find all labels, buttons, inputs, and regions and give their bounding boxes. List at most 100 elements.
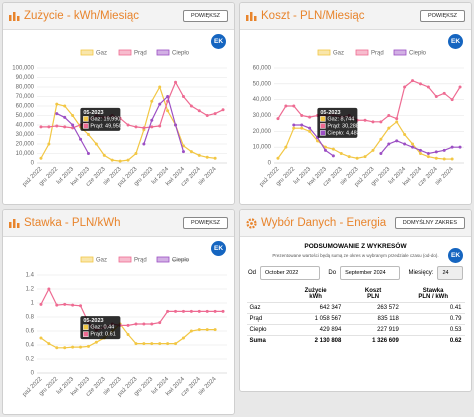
data-point [292,123,296,127]
ek-badge[interactable]: EK [448,34,463,49]
legend-swatch [80,49,94,56]
data-point [213,328,217,332]
ek-badge[interactable]: EK [211,34,226,49]
to-select[interactable]: September 2024 [340,266,401,280]
y-tick-label: 60,000 [253,66,272,72]
range-form: Od October 2022 Do September 2024 Miesię… [248,266,463,280]
panel-title: Zużycie - kWh/Miesiąc [24,10,140,22]
from-label: Od [248,270,257,276]
data-point [126,123,130,127]
default-range-button[interactable]: DOMYŚLNY ZAKRES [394,217,465,229]
header-text: Stawka [422,288,444,294]
panel-title: Stawka - PLN/kWh [24,217,121,229]
data-point [205,114,209,117]
zoom-button[interactable]: POWIĘKSZ [419,10,465,22]
data-point [166,342,170,346]
y-tick-label: 1 [31,301,35,307]
y-tick-label: 100,000 [12,66,34,72]
data-point [197,109,201,113]
data-point [363,155,367,159]
data-point [71,303,75,307]
ek-badge[interactable]: EK [211,241,226,256]
y-tick-label: 0.2 [26,357,35,363]
summary-table: Zużycie kWh Koszt PLN Stawka PLN / kWh Gaz 642 … [246,286,465,347]
legend-label: Ciepło [172,50,190,56]
data-point [300,126,304,130]
tooltip-line: Prąd: 49,950 [90,123,122,129]
data-point [71,123,75,127]
legend-label: Ciepło [172,257,190,263]
data-point [189,329,193,333]
data-point [158,85,162,89]
data-point [150,125,154,129]
table-cell: 1 058 567 [286,313,345,325]
header-cell [246,286,287,303]
legend-label: Prąd [134,257,147,263]
data-point [418,82,422,86]
y-tick-label: 90,000 [16,75,35,81]
data-point [47,287,51,291]
panel-header: Koszt - PLN/Miesiąc POWIĘKSZ [240,3,471,30]
data-point [126,333,130,336]
tooltip-line: Ciepło: 4,483 [327,130,359,136]
panel-header: Zużycie - kWh/Miesiąc POWIĘKSZ [3,3,234,30]
data-point [174,309,178,313]
data-point [355,156,359,160]
y-tick-label: 1.2 [26,287,35,293]
tooltip-line: Gaz: 19,990 [90,116,120,122]
panel-header: Stawka - PLN/kWh POWIĘKSZ [3,210,234,237]
data-point [434,150,438,154]
ek-badge[interactable]: EK [448,248,463,263]
data-point [284,145,288,149]
data-point [55,346,59,350]
chart-icon [246,12,257,21]
data-point [395,117,399,121]
data-point [221,108,225,112]
data-point [403,85,407,89]
y-tick-label: 40,000 [16,123,35,129]
from-select[interactable]: October 2022 [260,266,321,280]
data-point [411,145,415,149]
legend-swatch [80,256,94,263]
zoom-button[interactable]: POWIĘKSZ [182,217,228,229]
chart-icon [9,219,20,228]
data-point [158,124,162,128]
data-point [47,125,51,129]
series-line [277,120,453,160]
legend-label: Gaz [96,257,107,263]
y-tick-label: 0 [31,371,35,377]
data-point [308,115,312,119]
data-point [79,137,83,141]
data-point [71,345,75,349]
data-point [458,85,462,89]
data-point [347,155,351,159]
data-point [102,153,106,157]
data-point [284,104,288,108]
table-row: Ciepło 429 894 227 919 0.53 [246,324,465,336]
tooltip-title: 05-2023 [83,110,103,116]
legend-swatch [156,256,170,263]
x-tick-label: sie 2024 [434,166,455,187]
data-point [142,142,146,146]
legend-swatch [393,49,407,56]
data-point [426,152,430,155]
y-tick-label: 50,000 [253,81,272,87]
data-point [142,126,146,130]
data-point [426,85,430,89]
data-point [150,118,154,122]
zoom-button[interactable]: POWIĘKSZ [182,10,228,22]
total-cell: 1 326 609 [372,338,399,344]
usage-panel: Zużycie - kWh/Miesiąc POWIĘKSZ EK 0 10,00… [2,2,235,205]
data-point [47,342,51,346]
header-cell: Koszt PLN [344,286,402,303]
data-point [411,79,415,83]
table-row: Gaz 642 347 263 572 0.41 [246,302,465,314]
total-row: Suma 2 130 808 1 326 609 0.62 [247,336,465,347]
panel-header: Wybór Danych - Energia DOMYŚLNY ZAKRES [240,210,471,237]
legend-label: Prąd [134,50,147,56]
data-point [189,104,193,108]
data-point [450,145,454,149]
data-point [166,309,170,313]
legend-swatch [317,49,331,56]
data-point [213,156,217,160]
